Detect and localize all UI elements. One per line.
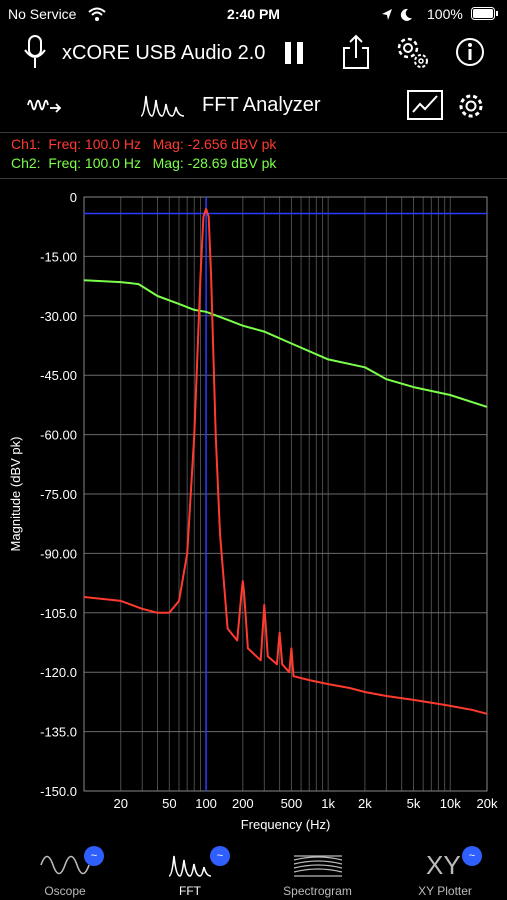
status-bar: No Service 2:40 PM 100% — [0, 0, 507, 30]
fft-icon — [140, 95, 185, 117]
tab-label: XY Plotter — [418, 884, 472, 898]
x-tick-label: 50 — [162, 796, 176, 811]
carrier-label: No Service — [8, 6, 77, 22]
y-tick-label: -45.00 — [40, 368, 77, 383]
ch1-magnitude: Mag: -2.656 dBV pk — [152, 136, 277, 152]
y-tick-label: -30.00 — [40, 309, 77, 324]
device-name[interactable]: xCORE USB Audio 2.0 — [62, 42, 266, 64]
pause-button[interactable] — [283, 40, 305, 66]
x-tick-label: 200 — [232, 796, 254, 811]
xy-badge-icon: ~ — [462, 846, 482, 866]
tab-bar: ~ Oscope ~ FFT Spectrogram XY ~ XY Plott… — [0, 842, 507, 900]
tab-oscope[interactable]: ~ Oscope — [20, 842, 110, 900]
battery-icon — [471, 7, 498, 20]
ch2-frequency: Freq: 100.0 Hz — [48, 155, 141, 171]
x-tick-label: 100 — [195, 796, 217, 811]
tab-label: FFT — [179, 884, 201, 898]
fft-plot[interactable]: 0 -15.00 -30.00 -45.00 -60.00 -75.00 -90.00 -10… — [0, 180, 507, 840]
tab-fft[interactable]: ~ FFT — [150, 842, 230, 900]
ch1-label: Ch1: — [11, 136, 41, 152]
xy-icon: XY — [426, 850, 461, 880]
divider — [0, 132, 507, 133]
y-tick-label: -105.0 — [40, 606, 77, 621]
info-icon[interactable] — [455, 37, 485, 67]
ch2-label: Ch2: — [11, 155, 41, 171]
y-tick-label: -150.0 — [40, 784, 77, 799]
title-bar: xCORE USB Audio 2.0 — [0, 30, 507, 76]
x-tick-label: 1k — [321, 796, 335, 811]
device-settings-icon[interactable] — [394, 34, 430, 70]
x-tick-label: 2k — [358, 796, 372, 811]
y-tick-label: -90.00 — [40, 546, 77, 561]
x-tick-label: 20k — [477, 796, 498, 811]
spectrogram-icon — [293, 855, 343, 877]
tab-spectrogram[interactable]: Spectrogram — [265, 842, 370, 900]
location-icon — [382, 9, 392, 20]
wifi-icon — [88, 7, 106, 21]
y-tick-label: -15.00 — [40, 249, 77, 264]
y-tick-label: -135.0 — [40, 725, 77, 740]
analyzer-toolbar: FFT Analyzer — [0, 82, 507, 128]
page-title: FFT Analyzer — [202, 94, 321, 116]
share-icon[interactable] — [341, 34, 371, 70]
y-tick-label: -60.00 — [40, 428, 77, 443]
divider — [0, 178, 507, 179]
fft-tab-icon — [168, 855, 212, 877]
x-tick-label: 20 — [114, 796, 128, 811]
plot-border — [83, 196, 488, 792]
ch1-readout: Ch1: Freq: 100.0 Hz Mag: -2.656 dBV pk — [11, 136, 276, 152]
x-axis-label: Frequency (Hz) — [241, 817, 331, 832]
y-tick-label: -120.0 — [40, 665, 77, 680]
fft-badge-icon: ~ — [210, 846, 230, 866]
microphone-icon[interactable] — [22, 34, 48, 70]
ch2-readout: Ch2: Freq: 100.0 Hz Mag: -28.69 dBV pk — [11, 155, 276, 171]
y-tick-label: 0 — [70, 190, 77, 205]
series-line-ch1 — [83, 207, 488, 715]
tab-xy-plotter[interactable]: XY ~ XY Plotter — [400, 842, 490, 900]
x-tick-label: 10k — [440, 796, 461, 811]
clock: 2:40 PM — [227, 6, 280, 22]
ch2-magnitude: Mag: -28.69 dBV pk — [152, 155, 277, 171]
oscope-badge-icon: ~ — [84, 846, 104, 866]
settings-gear-icon[interactable] — [457, 92, 485, 120]
chart-view-icon[interactable] — [407, 90, 443, 120]
tab-label: Oscope — [44, 884, 86, 898]
oscope-icon — [40, 855, 90, 875]
series-line-ch2 — [83, 279, 488, 408]
x-tick-label: 5k — [407, 796, 421, 811]
y-tick-label: -75.00 — [40, 487, 77, 502]
ch1-frequency: Freq: 100.0 Hz — [48, 136, 141, 152]
battery-percent: 100% — [427, 6, 463, 22]
signal-generator-icon[interactable] — [26, 94, 62, 116]
tab-label: Spectrogram — [283, 884, 352, 898]
y-axis-label: Magnitude (dBV pk) — [8, 437, 23, 552]
x-tick-label: 500 — [281, 796, 303, 811]
moon-icon — [400, 8, 412, 21]
